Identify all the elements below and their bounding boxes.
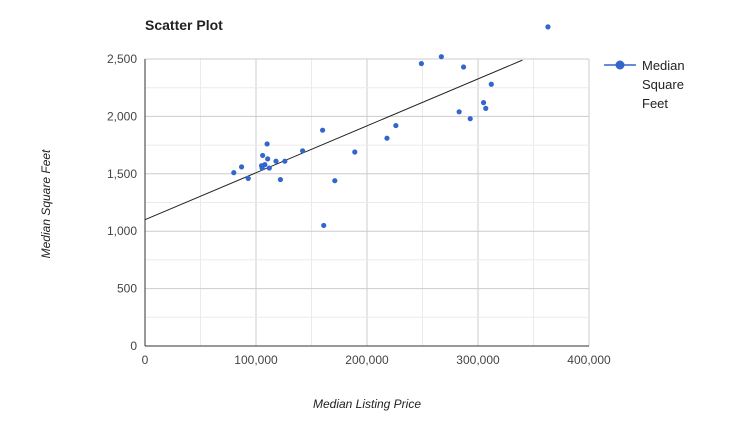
x-tick-label: 400,000 — [567, 353, 611, 367]
gridlines — [144, 58, 590, 347]
y-tick-label: 1,500 — [107, 167, 137, 181]
x-axis-label: Median Listing Price — [313, 397, 421, 411]
data-point[interactable] — [393, 122, 399, 129]
data-point[interactable] — [300, 148, 306, 154]
data-point[interactable] — [231, 170, 237, 176]
data-point[interactable] — [245, 175, 251, 181]
legend-label-line-2: Square — [642, 77, 684, 92]
legend-label-line-1: Median — [642, 58, 685, 73]
data-point[interactable] — [352, 149, 358, 155]
x-tick-label: 300,000 — [456, 353, 500, 367]
data-point[interactable] — [467, 116, 473, 122]
x-tick-label: 100,000 — [234, 353, 278, 367]
data-point[interactable] — [277, 176, 284, 183]
data-point[interactable] — [480, 100, 487, 106]
data-point[interactable] — [264, 141, 270, 147]
y-tick-label: 1,000 — [107, 224, 137, 238]
data-point[interactable] — [282, 158, 288, 164]
data-point[interactable] — [259, 165, 265, 171]
y-axis-ticks: 0 500 1,000 1,500 2,000 2,500 — [107, 52, 137, 353]
data-point[interactable] — [260, 152, 266, 159]
data-point[interactable] — [418, 60, 424, 67]
data-points — [231, 24, 551, 229]
data-point[interactable] — [266, 165, 272, 171]
y-tick-label: 2,500 — [107, 52, 137, 66]
data-point[interactable] — [384, 135, 390, 141]
data-point[interactable] — [460, 64, 467, 70]
data-point[interactable] — [456, 109, 462, 115]
x-tick-label: 0 — [142, 353, 149, 367]
data-point[interactable] — [483, 105, 489, 111]
data-point[interactable] — [320, 127, 326, 133]
data-point[interactable] — [321, 222, 327, 229]
y-tick-label: 0 — [130, 339, 137, 353]
data-point[interactable] — [332, 178, 338, 184]
y-tick-label: 2,000 — [107, 109, 137, 123]
legend-marker — [615, 60, 625, 70]
data-point[interactable] — [265, 156, 271, 162]
y-axis-label: Median Square Feet — [39, 149, 53, 258]
data-point[interactable] — [488, 81, 494, 87]
x-tick-label: 200,000 — [345, 353, 389, 367]
trendline — [144, 59, 523, 221]
legend-label-line-3: Feet — [642, 96, 668, 111]
x-axis-ticks: 0 100,000 200,000 300,000 400,000 — [142, 353, 611, 367]
y-tick-label: 500 — [117, 282, 137, 296]
data-point[interactable] — [238, 164, 245, 170]
legend[interactable]: Median Square Feet — [604, 58, 685, 111]
data-point[interactable] — [273, 158, 279, 164]
chart-title: Scatter Plot — [145, 17, 223, 33]
data-point[interactable] — [438, 54, 444, 60]
data-point[interactable] — [262, 162, 268, 168]
data-point[interactable] — [545, 24, 551, 30]
